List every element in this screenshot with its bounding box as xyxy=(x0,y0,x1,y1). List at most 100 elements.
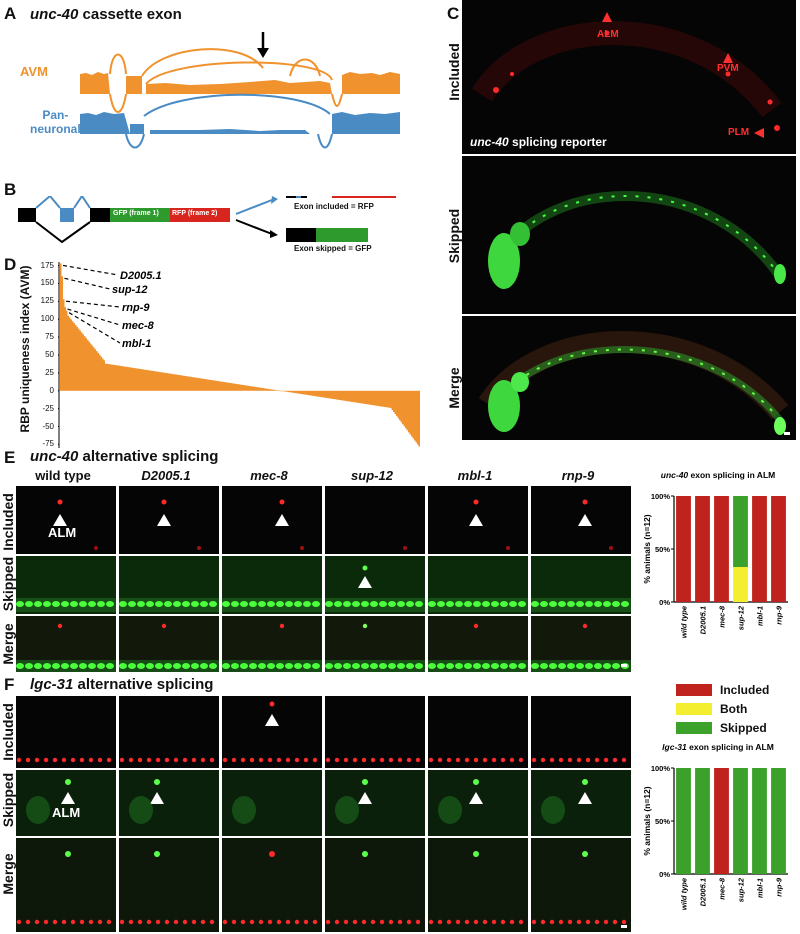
legend-label: Included xyxy=(720,682,770,697)
d-bar xyxy=(180,375,182,391)
d-bar xyxy=(207,379,209,391)
d-bar xyxy=(82,334,84,391)
bar-segment-included xyxy=(714,768,729,874)
panel-e-gene: unc-40 xyxy=(30,448,79,465)
panel-label-f: F xyxy=(4,675,15,694)
f-image-skipped-5 xyxy=(428,770,528,836)
d-bar xyxy=(124,366,126,391)
d-tick-label: -50 xyxy=(42,421,54,431)
f-image-included-4 xyxy=(325,696,425,768)
panel-label-b: B xyxy=(4,180,17,199)
down-arrow-icon xyxy=(257,48,269,58)
f-image-skipped-2 xyxy=(119,770,219,836)
e-col-d2005: D2005.1 xyxy=(141,468,191,483)
d-bar xyxy=(204,378,206,391)
alm-arrowhead-icon xyxy=(358,792,372,804)
alm-arrowhead-icon xyxy=(469,514,483,526)
d-bar xyxy=(108,364,110,391)
d-bar xyxy=(243,385,245,391)
d-bar xyxy=(277,390,279,391)
d-bar xyxy=(369,390,371,405)
d-bar xyxy=(262,388,264,391)
d-bar xyxy=(96,350,98,391)
d-bar xyxy=(165,372,167,391)
bar-category-label: D2005.1 xyxy=(699,878,708,906)
d-bar xyxy=(87,339,89,391)
d-bar xyxy=(151,370,153,391)
legend-swatch xyxy=(676,721,712,734)
e-image-included-6 xyxy=(531,486,631,554)
d-bar xyxy=(178,375,180,391)
d-bar xyxy=(343,390,345,401)
d-tick-label: 175 xyxy=(40,260,54,270)
d-bar xyxy=(355,390,357,403)
d-bar xyxy=(231,383,233,391)
d-bar xyxy=(274,389,276,391)
included-product-label: Exon included = RFP xyxy=(294,202,374,211)
d-tick-label: 125 xyxy=(40,296,54,306)
d-bar xyxy=(192,377,194,391)
gfp-block xyxy=(110,208,170,222)
d-bar xyxy=(334,390,336,400)
track-pan-label-2: neuronal xyxy=(30,122,81,136)
d-bar xyxy=(99,354,101,391)
d-bar xyxy=(294,390,296,393)
d-bar xyxy=(234,383,236,391)
track-pan-label-1: Pan- xyxy=(42,108,69,122)
d-bar xyxy=(211,380,213,391)
f-image-included-6 xyxy=(531,696,631,768)
alm-arrowhead-icon xyxy=(150,792,164,804)
d-bar xyxy=(345,390,347,401)
d-bar xyxy=(376,390,378,406)
d-annotation-label: D2005.1 xyxy=(120,270,162,282)
alm-arrowhead-icon xyxy=(578,792,592,804)
f-image-included-2 xyxy=(119,696,219,768)
d-bar xyxy=(111,364,113,391)
d-bar xyxy=(288,390,290,393)
d-bar xyxy=(273,389,275,391)
alm-arrowhead-icon xyxy=(53,514,67,526)
d-bar xyxy=(372,390,374,406)
d-bar xyxy=(63,299,65,391)
d-bar xyxy=(297,390,299,394)
d-bar xyxy=(379,390,381,407)
f-row-label-skipped: Skipped xyxy=(0,772,16,828)
d-bar xyxy=(91,345,93,391)
d-bar xyxy=(333,390,335,400)
d-leader-line xyxy=(68,312,121,344)
d-bar xyxy=(357,390,359,403)
legend-item: Skipped xyxy=(676,718,769,737)
alm-arrowhead-icon xyxy=(578,514,592,526)
bar-segment-skipped xyxy=(733,768,748,874)
panel-e-title: unc-40 alternative splicing xyxy=(30,448,218,465)
d-bar xyxy=(181,375,183,391)
d-bar xyxy=(121,366,123,391)
d-bar xyxy=(106,363,108,391)
d-bar xyxy=(66,310,68,391)
d-bar xyxy=(153,371,155,391)
d-bar xyxy=(202,378,204,391)
d-leader-line xyxy=(62,264,119,276)
exon-1 xyxy=(18,208,36,222)
bar-segment-skipped xyxy=(695,768,710,874)
d-bar xyxy=(411,390,413,437)
d-bar xyxy=(405,390,407,429)
f-image-merge-1 xyxy=(16,838,116,932)
e-col-sup12: sup-12 xyxy=(351,468,393,483)
d-bar xyxy=(130,367,132,391)
e-image-included-3 xyxy=(222,486,322,554)
d-bar xyxy=(157,371,159,391)
d-bar xyxy=(363,390,365,404)
d-bar xyxy=(141,369,143,391)
d-bar xyxy=(222,381,224,391)
d-bar xyxy=(160,372,162,391)
d-bar xyxy=(271,389,273,391)
d-bar xyxy=(94,349,96,391)
d-bar xyxy=(85,337,87,391)
d-bar xyxy=(117,365,119,391)
panel-label-a: A xyxy=(4,4,17,23)
d-bar xyxy=(217,381,219,391)
bar-tick-label: 50% xyxy=(655,545,670,554)
f-image-merge-6 xyxy=(531,838,631,932)
d-bar xyxy=(249,385,251,391)
